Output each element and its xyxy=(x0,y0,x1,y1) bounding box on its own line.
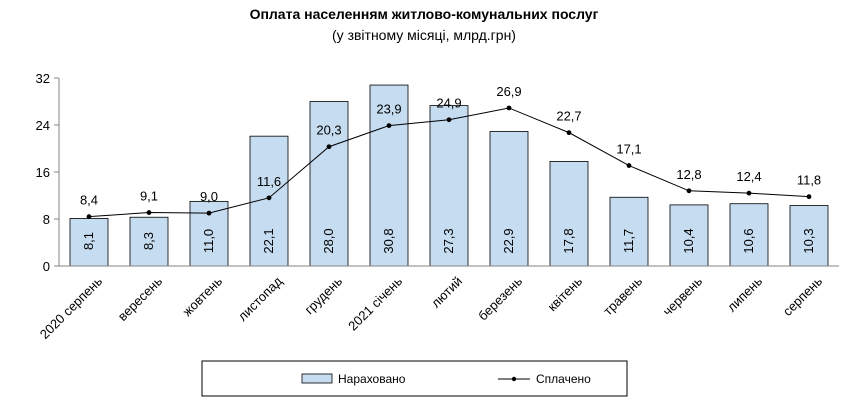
y-tick-label: 32 xyxy=(36,71,50,86)
y-tick-label: 0 xyxy=(43,259,50,274)
line-value-label: 20,3 xyxy=(316,123,341,138)
line-point xyxy=(206,210,212,216)
chart-subtitle: (у звітному місяці, млрд.грн) xyxy=(332,27,516,43)
bar xyxy=(429,105,469,267)
y-tick-label: 24 xyxy=(36,118,50,133)
bar-value-label: 10,3 xyxy=(801,228,816,253)
line-value-label: 9,1 xyxy=(140,189,158,204)
line-point xyxy=(506,105,512,111)
bar xyxy=(669,204,709,267)
bar xyxy=(609,196,649,267)
legend-line-marker xyxy=(511,376,517,382)
x-tick-label: листопад xyxy=(235,273,286,324)
bar-value-label: 22,9 xyxy=(501,228,516,253)
chart-title: Оплата населенням житлово-комунальних по… xyxy=(249,6,599,22)
line-value-label: 24,9 xyxy=(436,96,461,111)
x-tick-label: грудень xyxy=(302,273,346,317)
bar xyxy=(309,101,349,267)
line-point xyxy=(446,117,452,123)
bar-value-label: 30,8 xyxy=(381,228,396,253)
line-value-label: 17,1 xyxy=(616,142,641,157)
bar xyxy=(189,200,229,267)
bar-value-label: 8,3 xyxy=(141,232,156,250)
x-tick-label: березень xyxy=(475,273,525,323)
line-point xyxy=(626,163,632,168)
x-tick-label: лютий xyxy=(428,274,465,311)
y-tick-label: 16 xyxy=(36,165,50,180)
x-tick-label: липень xyxy=(724,273,765,314)
bar-value-label: 28,0 xyxy=(321,228,336,253)
line-point xyxy=(146,210,152,215)
x-tick-label: 2020 серпень xyxy=(37,273,106,342)
legend-frame xyxy=(201,360,628,397)
line-value-label: 26,9 xyxy=(496,84,521,99)
x-tick-label: червень xyxy=(660,273,706,319)
line-value-label: 22,7 xyxy=(556,109,581,124)
line-point xyxy=(326,144,332,150)
line-value-label: 23,9 xyxy=(376,102,401,117)
line-series: 8,4 9,1 9,0 11,6 20,3 23,9 24,9 26,9 22,7 17,1 12,… xyxy=(80,84,821,220)
bar-value-label: 17,8 xyxy=(561,228,576,253)
line-point xyxy=(266,195,272,201)
bar xyxy=(789,205,829,267)
x-tick-label: 2021 січень xyxy=(345,273,405,333)
bar-value-label: 27,3 xyxy=(441,228,456,253)
line-point xyxy=(806,194,812,200)
legend: Нараховано Сплачено xyxy=(201,360,628,397)
bar-value-label: 10,6 xyxy=(741,228,756,253)
line-value-label: 8,4 xyxy=(80,193,98,208)
bar-value-label: 22,1 xyxy=(261,228,276,253)
bar-value-label: 10,4 xyxy=(681,228,696,253)
line-value-label: 9,0 xyxy=(200,189,218,204)
x-tick-label: квітень xyxy=(544,273,585,314)
line-value-label: 12,8 xyxy=(676,167,701,182)
y-tick-label: 8 xyxy=(43,212,50,227)
bar xyxy=(129,216,169,267)
bar xyxy=(369,84,409,267)
bar-value-label: 11,0 xyxy=(201,229,216,253)
line-value-label: 11,8 xyxy=(797,173,821,188)
bar xyxy=(549,161,589,267)
y-axis: 0 8 16 24 32 xyxy=(36,71,60,274)
x-axis: 2020 серпень вересень жовтень листопад груде… xyxy=(37,265,839,342)
line-point xyxy=(86,214,92,220)
legend-label-bars: Нараховано xyxy=(338,372,406,386)
x-tick-label: травень xyxy=(600,273,645,318)
line-point xyxy=(746,190,752,196)
x-tick-label: серпень xyxy=(780,273,826,319)
bar xyxy=(729,203,769,267)
bar-value-label: 8,1 xyxy=(81,232,96,250)
line-point xyxy=(386,123,392,128)
line-value-label: 12,4 xyxy=(736,169,761,184)
bar-series: 8,1 8,3 11,0 22,1 28,0 30,8 27,3 22,9 17,8 11,7 10… xyxy=(69,84,829,267)
bar-value-label: 11,7 xyxy=(621,229,636,253)
x-tick-label: вересень xyxy=(115,273,165,323)
bar xyxy=(489,131,529,267)
legend-label-line: Сплачено xyxy=(536,372,591,386)
x-tick-label: жовтень xyxy=(179,273,225,319)
line-value-label: 11,6 xyxy=(257,174,281,189)
legend-swatch-nараховано xyxy=(301,373,333,384)
line-point xyxy=(566,130,572,136)
line-point xyxy=(686,188,692,194)
